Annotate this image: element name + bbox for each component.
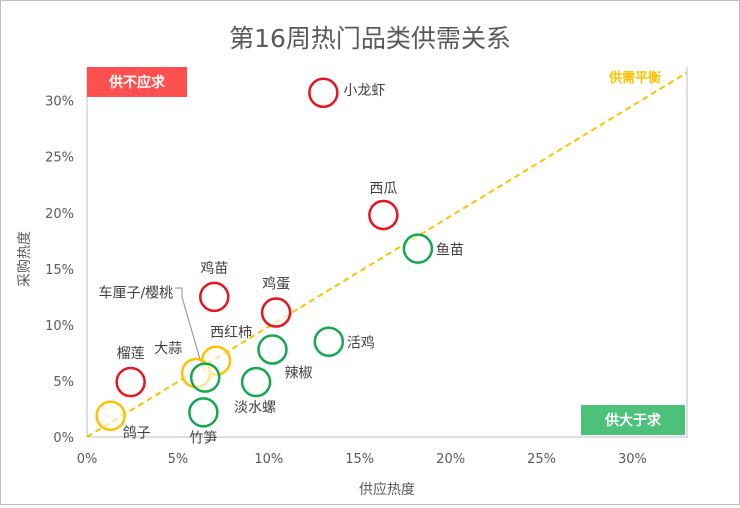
- data-point: [402, 233, 434, 264]
- data-point-label: 淡水螺: [234, 400, 276, 416]
- data-point: [115, 366, 146, 398]
- leader-line-cherry: [175, 287, 205, 374]
- y-tick-label: 0%: [53, 431, 74, 446]
- data-point: [368, 199, 399, 231]
- quadrant-label-shortage-text: 供不应求: [108, 74, 166, 91]
- x-tick-label: 15%: [345, 452, 374, 467]
- y-tick-label: 15%: [45, 263, 74, 278]
- quadrant-label-surplus-text: 供大于求: [604, 412, 662, 429]
- data-point-label: 活鸡: [347, 335, 375, 352]
- data-point-label: 西瓜: [369, 181, 397, 197]
- x-axis-label: 供应热度: [359, 481, 415, 498]
- data-point-label: 车厘子/樱桃: [98, 285, 173, 302]
- y-axis-label: 采购热度: [17, 231, 33, 287]
- data-point: [95, 400, 126, 431]
- data-point: [199, 281, 230, 313]
- data-point-label: 小龙虾: [343, 83, 385, 99]
- data-point-label: 西红柿: [210, 324, 252, 341]
- data-point: [189, 362, 221, 393]
- y-tick-label: 25%: [45, 151, 74, 166]
- data-point: [308, 77, 339, 109]
- data-point: [313, 326, 345, 357]
- y-tick-label: 20%: [45, 207, 74, 222]
- y-tick-label: 5%: [53, 375, 74, 390]
- data-point-label: 鸡苗: [200, 260, 228, 277]
- x-tick-label: 5%: [168, 452, 189, 467]
- quadrant-label-surplus: 供大于求: [581, 405, 685, 435]
- y-tick-label: 10%: [45, 319, 74, 334]
- data-point-label: 大蒜: [154, 341, 182, 357]
- chart-title: 第16周热门品类供需关系: [229, 24, 511, 53]
- balance-line: [86, 71, 688, 438]
- data-point: [188, 397, 219, 428]
- y-tick-label: 30%: [45, 95, 74, 110]
- x-tick-label: 20%: [436, 452, 465, 467]
- plot-area: [86, 67, 688, 438]
- data-point-label: 竹笋: [189, 429, 217, 446]
- quadrant-label-shortage: 供不应求: [87, 67, 187, 97]
- data-point-label: 辣椒: [284, 366, 312, 382]
- data-point: [257, 334, 288, 365]
- x-tick-label: 25%: [527, 452, 556, 467]
- data-points: [95, 77, 434, 431]
- x-tick-label: 0%: [77, 452, 98, 467]
- data-point-label: 榴莲: [117, 346, 145, 362]
- balance-line-label: 供需平衡: [608, 70, 661, 86]
- data-point: [240, 366, 272, 398]
- x-tick-label: 30%: [618, 452, 647, 467]
- x-tick-label: 10%: [254, 452, 283, 467]
- data-point: [260, 297, 292, 328]
- y-axis-ticks: 0% 5% 10% 15% 20% 25% 30%: [45, 95, 74, 446]
- data-point-label: 鸽子: [123, 425, 151, 442]
- data-point-label: 鸡蛋: [262, 276, 290, 293]
- data-point-label: 鱼苗: [436, 242, 464, 259]
- x-axis-ticks: 0% 5% 10% 15% 20% 25% 30%: [77, 452, 647, 467]
